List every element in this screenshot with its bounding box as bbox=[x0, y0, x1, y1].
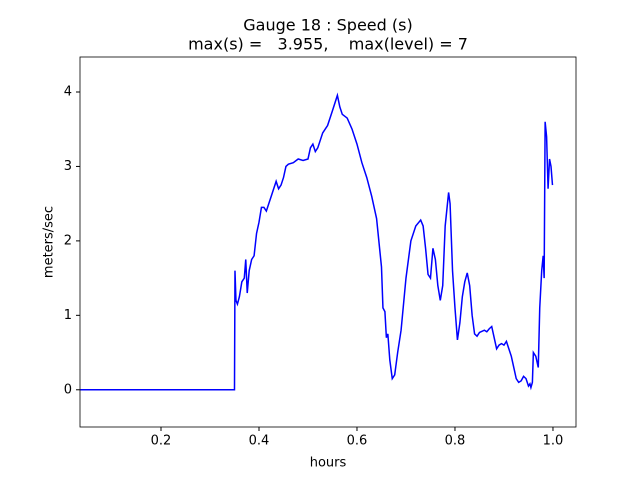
y-tick-label: 2 bbox=[64, 233, 72, 248]
y-axis-label: meters/sec bbox=[42, 206, 57, 278]
x-tick-label: 1.0 bbox=[543, 434, 564, 449]
chart-subtitle: max(s) = 3.955, max(level) = 7 bbox=[188, 35, 468, 54]
x-tick-label: 0.8 bbox=[445, 434, 466, 449]
x-tick-label: 0.4 bbox=[249, 434, 270, 449]
y-tick-label: 1 bbox=[64, 308, 72, 323]
plot-frame bbox=[79, 56, 577, 428]
x-axis-label: hours bbox=[310, 456, 347, 471]
chart-title: Gauge 18 : Speed (s) bbox=[243, 16, 412, 35]
data-line bbox=[80, 92, 554, 391]
y-tick-label: 3 bbox=[64, 159, 72, 174]
x-tick-label: 0.2 bbox=[151, 434, 172, 449]
x-tick-label: 0.6 bbox=[347, 434, 368, 449]
y-tick-label: 0 bbox=[64, 382, 72, 397]
y-tick-label: 4 bbox=[64, 84, 72, 99]
